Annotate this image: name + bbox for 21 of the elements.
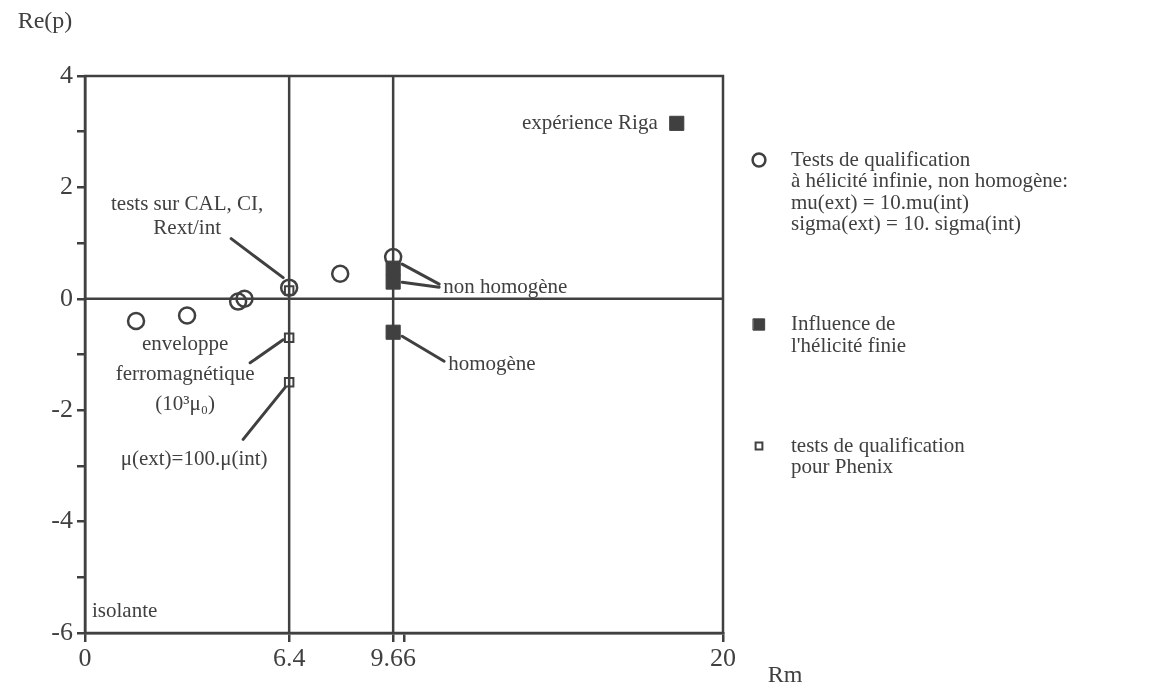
- y-tick-label: -4: [51, 505, 73, 535]
- legend-label: Tests de qualification à hélicité infinie, non homogène: mu(ext) = 10.mu(int) sigma(ext) = 10. sigma(int): [791, 146, 1068, 236]
- x-tick-label: 9.66: [370, 643, 416, 673]
- y-tick-label: 0: [60, 282, 73, 312]
- annotation: expérience Riga: [521, 109, 659, 134]
- y-tick-label: -2: [51, 394, 73, 424]
- x-tick-label: 6.4: [272, 643, 306, 673]
- annotation: non homogène: [443, 273, 568, 298]
- legend-label: tests de qualification pour Phenix: [791, 432, 966, 479]
- y-tick-label: -6: [51, 616, 73, 646]
- y-axis-title: Re(p): [17, 7, 73, 34]
- annotation: enveloppe ferromagnétique (10³μ₀): [115, 331, 255, 416]
- annotation: μ(ext)=100.μ(int): [120, 445, 268, 470]
- x-axis-title: Rm: [767, 661, 803, 688]
- annotation: isolante: [92, 597, 158, 622]
- annotation: homogène: [448, 350, 536, 375]
- y-tick-label: 2: [60, 171, 73, 201]
- legend-label: Influence de l'hélicité finie: [791, 311, 907, 357]
- x-tick-label: 20: [710, 643, 736, 673]
- y-tick-label: 4: [60, 59, 73, 89]
- annotation: tests sur CAL, CI, Rext/int: [111, 191, 264, 240]
